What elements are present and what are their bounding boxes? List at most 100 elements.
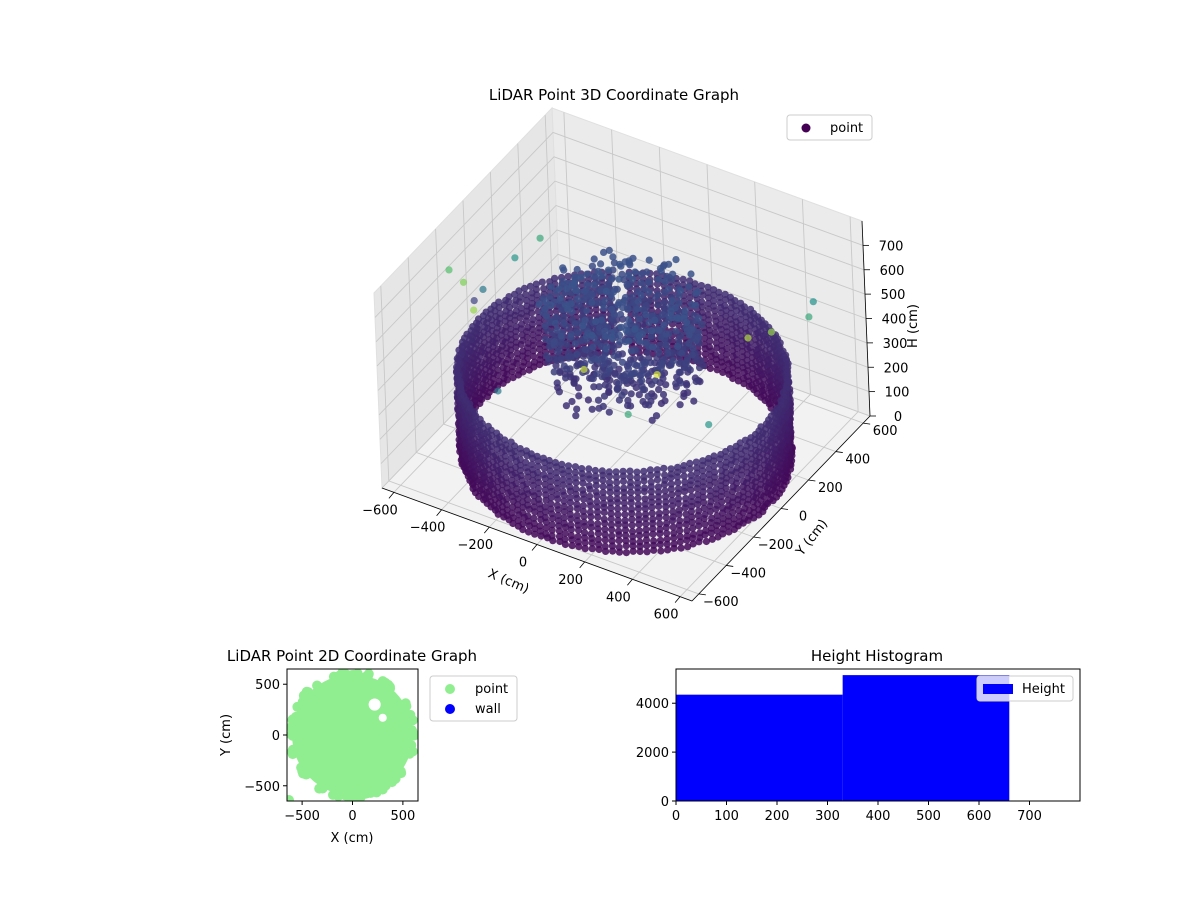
y-tick-label-2d: 500 (255, 678, 280, 693)
data-point-3d (590, 383, 598, 391)
y-tick-label-hist: 4000 (636, 697, 669, 712)
data-point-3d (733, 356, 741, 364)
data-point-3d (708, 535, 716, 543)
data-point-3d (580, 365, 588, 374)
data-point-3d (710, 452, 718, 460)
data-point-3d (697, 282, 706, 290)
data-point-3d (563, 285, 571, 293)
data-point-3d (659, 390, 668, 399)
data-point-3d (638, 376, 646, 385)
data-point-3d (555, 388, 564, 396)
chart-histogram: Height Histogram 0 100 200 300 400 500 600 7000… (636, 647, 1081, 824)
data-point-3d (585, 482, 593, 490)
data-point-3d (524, 339, 533, 348)
x-tick-label-hist: 100 (714, 809, 739, 824)
data-point-3d (605, 365, 614, 373)
data-point-3d (573, 350, 581, 358)
data-point-3d (663, 540, 671, 548)
data-point-3d (692, 289, 700, 297)
data-point-3d (710, 302, 718, 310)
data-point-3d (627, 488, 635, 496)
data-point-3d (670, 529, 678, 537)
data-point-3d (741, 308, 749, 316)
data-point-3d (560, 508, 569, 516)
data-point-3d (713, 517, 722, 525)
data-point-3d (633, 468, 641, 476)
data-point-3d (613, 386, 622, 394)
data-point-3d (736, 518, 744, 526)
data-point-3d (621, 504, 629, 512)
data-point-3d (581, 287, 589, 295)
data-point-3d (534, 462, 542, 470)
data-point-3d (622, 549, 631, 557)
data-point-3d (614, 505, 622, 513)
data-point-3d (535, 340, 544, 348)
data-point-3d (501, 452, 509, 460)
data-point-3d (639, 397, 647, 406)
data-point-3d (591, 466, 600, 475)
data-point-3d (614, 516, 622, 525)
data-point-3d (741, 504, 749, 512)
data-point-3d (662, 498, 670, 506)
data-point-3d (602, 287, 611, 295)
data-point-3d (575, 392, 583, 400)
data-point-3d (587, 356, 596, 365)
data-point-3d (708, 514, 716, 522)
legend-3d-frame (786, 114, 873, 141)
data-point-3d (694, 333, 702, 341)
data-point-3d (573, 500, 581, 508)
data-point-2d (292, 701, 303, 712)
data-point-3d (753, 473, 761, 482)
data-point-3d (484, 455, 492, 463)
data-point-3d (637, 279, 645, 287)
data-point-3d (678, 349, 686, 357)
data-point-3d (564, 272, 572, 280)
data-point-3d (645, 288, 653, 296)
data-point-3d (564, 305, 572, 313)
data-point-3d (738, 455, 746, 463)
data-point-3d (522, 291, 530, 299)
data-point-3d (653, 476, 662, 484)
data-point-3d (639, 320, 647, 329)
data-point-3d (530, 519, 538, 528)
x-tick-label-3d: 600 (654, 608, 679, 623)
data-point-3d (588, 331, 596, 340)
histogram-ticks: 0 100 200 300 400 500 600 700 0 2000 4000 (636, 697, 1042, 824)
data-point-3d (705, 476, 714, 484)
y-axis-label-2d: Y (cm) (219, 714, 234, 757)
data-point-3d (731, 297, 739, 305)
y-tick-label-3d: 0 (799, 510, 807, 525)
data-point-3d (522, 458, 530, 466)
legend-histogram-patch (983, 684, 1013, 694)
plot-area-2d (287, 669, 418, 801)
data-point-3d (470, 297, 478, 305)
data-point-3d (622, 537, 630, 545)
data-point-2d (298, 767, 309, 778)
data-point-3d (555, 532, 564, 541)
data-point-3d (675, 336, 683, 344)
data-point-3d (606, 495, 614, 503)
data-point-3d (706, 364, 715, 373)
legend-histogram-frame (976, 675, 1074, 702)
data-point-3d (705, 321, 713, 329)
data-point-3d (650, 537, 658, 545)
data-point-3d (547, 494, 555, 502)
data-point-3d (627, 371, 635, 379)
data-point-3d (723, 356, 731, 364)
data-point-3d (600, 515, 608, 523)
data-point-3d (590, 255, 598, 263)
data-point-3d (519, 520, 527, 528)
data-point-3d (634, 305, 642, 313)
x-tick-label-3d: −400 (410, 521, 446, 536)
y-tick-label-hist: 2000 (636, 746, 669, 761)
x-tick-label-hist: 300 (815, 809, 840, 824)
data-point-3d (579, 486, 587, 494)
data-point-3d (542, 524, 550, 532)
data-point-3d (535, 345, 544, 353)
data-point-3d (531, 525, 539, 533)
data-point-3d (617, 310, 625, 319)
data-point-3d (541, 305, 549, 313)
data-point-3d (687, 471, 695, 479)
x-tick-3d (674, 596, 681, 603)
z-gridline (378, 229, 868, 416)
